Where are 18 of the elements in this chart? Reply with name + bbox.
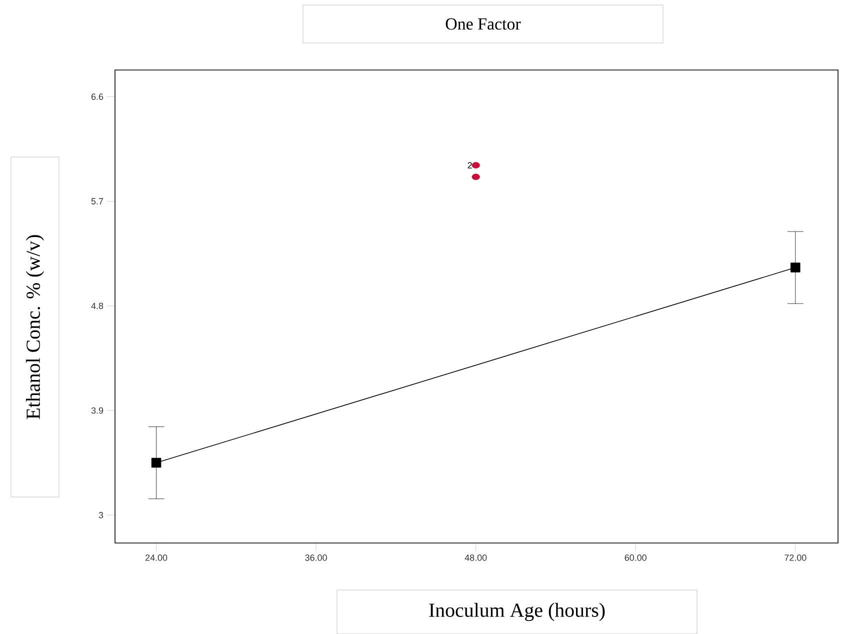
chart-title: One Factor: [446, 18, 521, 30]
point: [790, 262, 800, 272]
x-tick-label: 60.00: [624, 554, 646, 561]
point: [151, 458, 162, 468]
y-axis-title: Ethanol Conc. % (w/v): [26, 235, 44, 420]
y-tick-label: 3.9: [91, 407, 104, 414]
point: [472, 162, 480, 168]
x-tick-label: 24.00: [146, 554, 168, 561]
y-tick-label: 4.8: [91, 302, 104, 309]
y-tick-label: 3: [98, 512, 104, 518]
y-tick-label: 5.7: [91, 198, 104, 204]
y-tick-label: 6.6: [91, 93, 104, 100]
x-tick-label: 48.00: [464, 554, 487, 561]
x-tick-label: 72.00: [784, 554, 806, 561]
x-axis-title: Inoculum Age (hours): [429, 602, 605, 621]
x-tick-label: 36.00: [305, 554, 327, 561]
annotation: 2: [468, 162, 472, 168]
point: [472, 174, 480, 180]
